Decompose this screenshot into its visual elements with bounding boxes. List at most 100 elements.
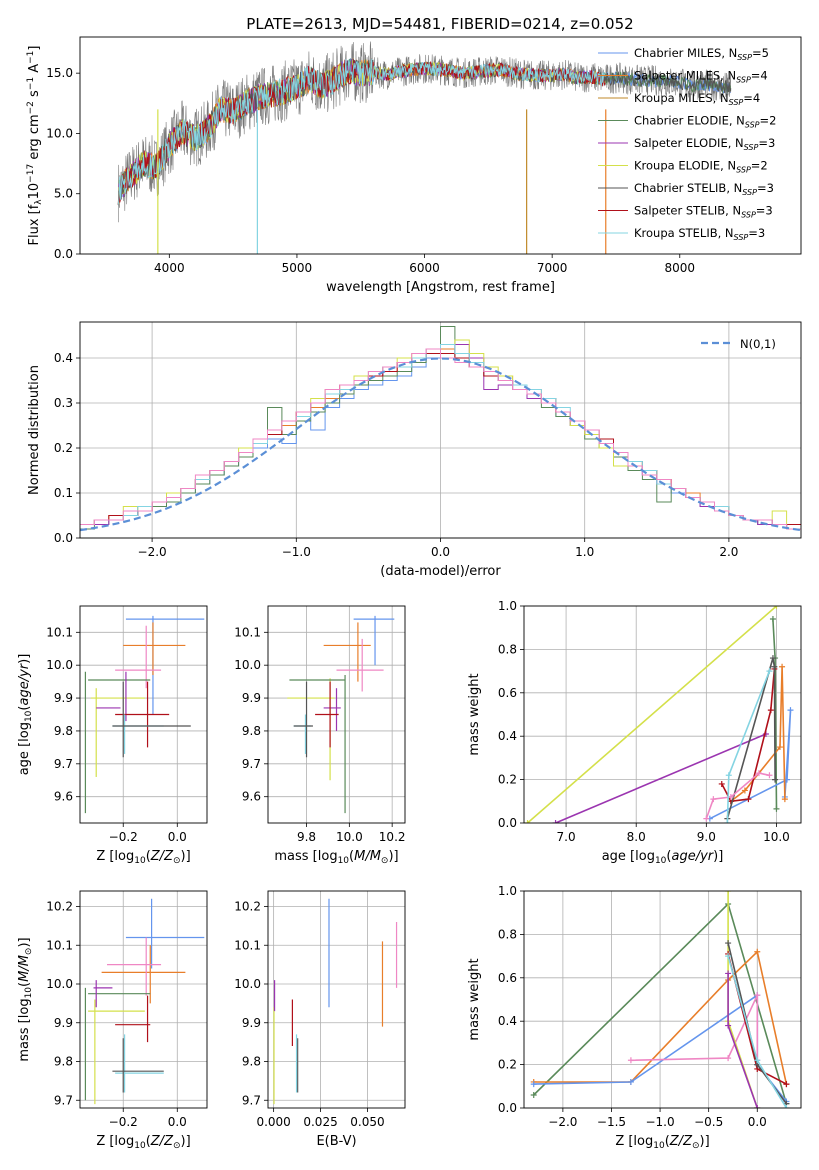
mass-vs-ebv-ytick-label: 10.2 — [234, 900, 261, 914]
mass-vs-Z-ytick-label: 9.9 — [54, 1016, 73, 1030]
mass-weight-vs-Z-series-line — [630, 994, 759, 1062]
legend-label-sub: SSP — [729, 98, 744, 107]
mass-vs-Z-xtick-label: 0.0 — [168, 1115, 187, 1129]
mass-vs-Z-ylabel: mass [log10(M/M⊙)] — [17, 937, 34, 1061]
legend-label-main: Chabrier ELODIE, N — [634, 114, 745, 128]
mass-weight-vs-age-xlabel-part: ( — [666, 849, 671, 864]
mass-vs-ebv-xlabel-part: E(B-V) — [316, 1134, 356, 1149]
residuals-frame — [79, 321, 802, 539]
age-vs-mass-xlabel-part: ⊙ — [381, 856, 389, 866]
mass-vs-ebv-xlabel: E(B-V) — [316, 1134, 356, 1149]
mass-vs-Z-background — [80, 891, 207, 1108]
spectrum-ytick-label: 10.0 — [46, 126, 73, 140]
mass-weight-vs-Z-ylabel-part: mass weight — [467, 958, 482, 1040]
mass-vs-ebv-ytick-label: 9.7 — [242, 1093, 261, 1107]
spectrum-model-line — [117, 59, 606, 205]
spectrum-xtick-label: 7000 — [537, 261, 568, 275]
residuals-xtick-label: 0.0 — [431, 545, 450, 559]
mass-vs-Z-ytick-label: 10.2 — [46, 900, 73, 914]
mass-weight-vs-Z-ytick-label: 0.0 — [498, 1101, 517, 1115]
mass-weight-vs-age-series-marker — [725, 772, 732, 779]
age-vs-Z-ytick-label: 9.7 — [54, 757, 73, 771]
mass-weight-vs-Z-series-marker — [754, 1057, 761, 1064]
spectrum-lines — [117, 41, 732, 254]
mass-weight-vs-Z-xlabel-part: Z/Z — [669, 1134, 693, 1149]
legend-label-main: Kroupa STELIB, N — [634, 226, 734, 240]
mass-weight-vs-age-series-marker — [769, 655, 776, 662]
age-vs-mass-xtick-label: 10.2 — [379, 830, 406, 844]
legend-label-end: =3 — [757, 181, 774, 195]
age-vs-Z-ylabel-part: 10 — [24, 710, 34, 722]
legend-label-sub: SSP — [737, 53, 752, 62]
age-vs-mass-panel: 9.8 10.0 10.2 9.6 9.7 9.8 9.9 10.0 10.1 — [234, 606, 406, 844]
mass-weight-vs-Z-series-marker — [725, 891, 732, 894]
age-vs-Z-ylabel: age [log10(age/yr)] — [17, 654, 34, 776]
legend-label: Kroupa STELIB, NSSP=3 — [634, 226, 765, 242]
legend-label: Chabrier MILES, NSSP=5 — [634, 46, 769, 62]
age-vs-mass-xlabel-part: M/M — [354, 849, 381, 864]
mass-weight-vs-age-ylabel: mass weight — [467, 673, 482, 755]
age-vs-Z-xlabel-part: 10 — [134, 856, 146, 866]
mass-vs-Z-xlabel-part: 10 — [134, 1141, 146, 1151]
mass-weight-vs-age-series-marker — [766, 668, 773, 675]
mass-weight-vs-age-series-marker — [703, 815, 710, 822]
spectrum-xtick-label: 4000 — [154, 261, 185, 275]
mass-weight-vs-Z-series-marker — [725, 1055, 732, 1062]
mass-weight-vs-Z-xlabel-part: )] — [700, 1134, 710, 1149]
legend-label-sub: SSP — [741, 211, 756, 220]
mass-weight-vs-age-ytick-label: 0.2 — [498, 773, 517, 787]
mass-vs-ebv-xtick-label: 0.050 — [350, 1115, 384, 1129]
residuals-ytick-label: 0.0 — [54, 531, 73, 545]
mass-weight-vs-age-xtick-label: 10.0 — [763, 830, 790, 844]
mass-weight-vs-Z-xlabel-part: ⊙ — [692, 1141, 700, 1151]
age-vs-mass-ytick-label: 9.6 — [242, 790, 261, 804]
mass-vs-ebv-ytick-label: 9.8 — [242, 1055, 261, 1069]
legend-label-main: Chabrier STELIB, N — [634, 181, 742, 195]
mass-weight-vs-Z-background — [524, 891, 801, 1108]
residuals-ylabel-part: Normed distribution — [27, 365, 42, 495]
spectrum-ylabel-part: −1 — [26, 51, 36, 64]
mass-weight-vs-age-ytick-label: 1.0 — [498, 599, 517, 613]
mass-vs-Z-xlabel-part: Z/Z — [150, 1134, 174, 1149]
age-vs-Z-xlabel-part: )] — [181, 849, 191, 864]
age-vs-Z-ylabel-part: ( — [17, 706, 32, 711]
age-vs-Z-ylabel-part: )] — [17, 654, 32, 664]
mass-weight-vs-Z-series-marker — [530, 1081, 537, 1088]
mass-weight-vs-age-series-marker — [772, 776, 779, 783]
mass-vs-Z-ytick-label: 9.7 — [54, 1093, 73, 1107]
mass-weight-vs-Z-ytick-label: 0.6 — [498, 971, 517, 985]
mass-weight-vs-age-series-marker — [773, 805, 780, 812]
age-vs-Z-ytick-label: 9.6 — [54, 790, 73, 804]
mass-weight-vs-age-ytick-label: 0.8 — [498, 642, 517, 656]
legend-label-main: Salpeter STELIB, N — [634, 204, 741, 218]
age-vs-mass-xtick-label: 10.0 — [336, 830, 363, 844]
mass-weight-vs-age-series-marker — [718, 780, 725, 787]
mass-weight-vs-age-xlabel-part: age [log — [602, 849, 655, 864]
mass-vs-Z-panel: −0.2 0.0 9.7 9.8 9.9 10.0 10.1 10.2 — [46, 891, 207, 1129]
mass-weight-vs-Z-xlabel: Z [log10(Z/Z⊙)] — [615, 1134, 709, 1151]
mass-weight-vs-age-lines — [524, 606, 794, 823]
mass-weight-vs-age-series-line — [726, 657, 776, 819]
mass-weight-vs-age-series-marker — [771, 663, 778, 670]
mass-weight-vs-age-ytick-label: 0.6 — [498, 686, 517, 700]
mass-weight-vs-Z-xtick-label: −1.0 — [645, 1115, 674, 1129]
spectrum-xtick-label: 8000 — [664, 261, 695, 275]
age-vs-Z-xtick-label: 0.0 — [168, 830, 187, 844]
mass-weight-vs-age-series-marker — [745, 796, 752, 803]
mass-weight-vs-age-series-marker — [769, 616, 776, 623]
spectrum-ylabel-part: 10 — [27, 183, 42, 200]
residuals-ytick-label: 0.4 — [54, 351, 73, 365]
age-vs-Z-ylabel-part: age/yr — [17, 662, 32, 705]
legend-label-main: Kroupa MILES, N — [634, 91, 729, 105]
spectrum-ytick-label: 15.0 — [46, 66, 73, 80]
mass-weight-vs-Z-series-marker — [627, 1078, 634, 1085]
mass-weight-vs-age-ylabel-part: mass weight — [467, 673, 482, 755]
mass-vs-ebv-grid — [268, 891, 405, 1108]
legend-label: Chabrier ELODIE, NSSP=2 — [634, 114, 776, 130]
legend-label-sub: SSP — [745, 121, 760, 130]
mass-vs-Z-ylabel-part: ⊙ — [24, 948, 34, 956]
mass-vs-ebv-panel: 0.000 0.025 0.050 9.7 9.8 9.9 10.0 10.1 10.2 — [234, 891, 405, 1129]
mass-weight-vs-age-series-marker — [741, 787, 748, 794]
legend-label-main: Salpeter ELODIE, N — [634, 136, 744, 150]
mass-vs-ebv-frame — [267, 890, 406, 1109]
